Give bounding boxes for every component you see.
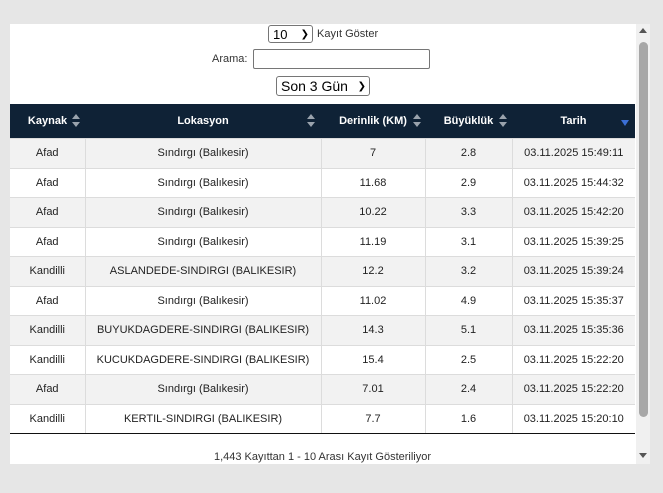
search-control: Arama: bbox=[212, 49, 431, 69]
cell-kaynak: Afad bbox=[10, 374, 85, 404]
table-row: Afad Sındırgı (Balıkesir) 11.19 3.1 03.1… bbox=[10, 226, 635, 257]
cell-kaynak: Kandilli bbox=[10, 344, 85, 375]
search-input[interactable] bbox=[253, 49, 431, 69]
cell-derinlik: 15.4 bbox=[320, 344, 425, 375]
cell-tarih: 03.11.2025 15:49:11 bbox=[511, 138, 635, 168]
sort-icon bbox=[499, 114, 507, 128]
cell-kaynak: Afad bbox=[10, 197, 85, 227]
cell-derinlik: 11.02 bbox=[320, 285, 425, 316]
cell-derinlik: 7 bbox=[320, 138, 425, 168]
page-length-label: Kayıt Göster bbox=[317, 28, 379, 40]
table-controls: 10 ❯ Kayıt Göster Arama: Son 3 Gün ❯ bbox=[10, 24, 635, 104]
period-select[interactable]: Son 3 Gün ❯ bbox=[276, 76, 370, 96]
cell-derinlik: 7.01 bbox=[320, 374, 425, 404]
cell-lokasyon: KERTIL-SINDIRGI (BALIKESIR) bbox=[84, 403, 321, 434]
cell-lokasyon: Sındırgı (Balıkesir) bbox=[84, 197, 321, 227]
table-row: Kandilli ASLANDEDE-SINDIRGI (BALIKESIR) … bbox=[10, 256, 635, 286]
cell-tarih: 03.11.2025 15:35:37 bbox=[511, 285, 635, 316]
table-row: Afad Sındırgı (Balıkesir) 7.01 2.4 03.11… bbox=[10, 374, 635, 404]
vertical-scrollbar[interactable] bbox=[636, 24, 650, 464]
cell-kaynak: Afad bbox=[10, 226, 85, 257]
table-row: Afad Sındırgı (Balıkesir) 7 2.8 03.11.20… bbox=[10, 138, 635, 168]
chevron-down-icon: ❯ bbox=[357, 80, 366, 92]
cell-buyukluk: 5.1 bbox=[424, 315, 512, 345]
chevron-down-icon: ❯ bbox=[300, 28, 309, 40]
header-label: Lokasyon bbox=[177, 115, 229, 127]
cell-derinlik: 10.22 bbox=[320, 197, 425, 227]
scrollbar-thumb[interactable] bbox=[639, 42, 648, 417]
cell-lokasyon: ASLANDEDE-SINDIRGI (BALIKESIR) bbox=[84, 256, 321, 286]
cell-buyukluk: 2.4 bbox=[424, 374, 512, 404]
cell-lokasyon: Sındırgı (Balıkesir) bbox=[84, 138, 321, 168]
cell-derinlik: 12.2 bbox=[320, 256, 425, 286]
scroll-down-icon[interactable] bbox=[639, 453, 647, 458]
page-length-select[interactable]: 10 ❯ bbox=[268, 25, 313, 43]
cell-kaynak: Kandilli bbox=[10, 403, 85, 434]
cell-buyukluk: 2.8 bbox=[424, 138, 512, 168]
cell-kaynak: Kandilli bbox=[10, 256, 85, 286]
sort-icon bbox=[413, 114, 421, 128]
column-header-tarih[interactable]: Tarih bbox=[512, 104, 635, 139]
cell-kaynak: Afad bbox=[10, 167, 85, 198]
header-label: Kaynak bbox=[27, 115, 68, 127]
cell-derinlik: 11.68 bbox=[320, 167, 425, 198]
cell-tarih: 03.11.2025 15:39:25 bbox=[511, 226, 635, 257]
sort-icon bbox=[307, 114, 315, 128]
earthquake-table: Kaynak Lokasyon Derinlik (KM) Büyüklük T… bbox=[10, 104, 635, 434]
column-header-kaynak[interactable]: Kaynak bbox=[10, 104, 85, 139]
cell-lokasyon: Sındırgı (Balıkesir) bbox=[84, 285, 321, 316]
table-info: 1,443 Kayıttan 1 - 10 Arası Kayıt Göster… bbox=[213, 451, 432, 463]
cell-tarih: 03.11.2025 15:20:10 bbox=[511, 403, 635, 434]
table-row: Kandilli KUCUKDAGDERE-SINDIRGI (BALIKESI… bbox=[10, 344, 635, 375]
column-header-derinlik[interactable]: Derinlik (KM) bbox=[321, 104, 425, 139]
period-value: Son 3 Gün bbox=[281, 78, 348, 94]
cell-derinlik: 14.3 bbox=[320, 315, 425, 345]
period-control: Son 3 Gün ❯ bbox=[276, 76, 370, 96]
cell-buyukluk: 2.9 bbox=[424, 167, 512, 198]
earthquake-table-widget: 10 ❯ Kayıt Göster Arama: Son 3 Gün ❯ Kay… bbox=[10, 24, 650, 464]
table-row: Kandilli KERTIL-SINDIRGI (BALIKESIR) 7.7… bbox=[10, 403, 635, 434]
sort-desc-icon bbox=[621, 120, 629, 126]
cell-buyukluk: 3.1 bbox=[424, 226, 512, 257]
cell-tarih: 03.11.2025 15:42:20 bbox=[511, 197, 635, 227]
page-length-value: 10 bbox=[273, 26, 288, 42]
cell-lokasyon: BUYUKDAGDERE-SINDIRGI (BALIKESIR) bbox=[84, 315, 321, 345]
cell-tarih: 03.11.2025 15:39:24 bbox=[511, 256, 635, 286]
column-header-buyukluk[interactable]: Büyüklük bbox=[425, 104, 512, 139]
cell-lokasyon: Sındırgı (Balıkesir) bbox=[84, 374, 321, 404]
cell-tarih: 03.11.2025 15:35:36 bbox=[511, 315, 635, 345]
cell-tarih: 03.11.2025 15:22:20 bbox=[511, 344, 635, 375]
cell-kaynak: Kandilli bbox=[10, 315, 85, 345]
cell-tarih: 03.11.2025 15:22:20 bbox=[511, 374, 635, 404]
cell-kaynak: Afad bbox=[10, 138, 85, 168]
cell-derinlik: 7.7 bbox=[320, 403, 425, 434]
cell-buyukluk: 4.9 bbox=[424, 285, 512, 316]
scroll-up-icon[interactable] bbox=[639, 28, 647, 33]
cell-lokasyon: Sındırgı (Balıkesir) bbox=[84, 226, 321, 257]
cell-buyukluk: 3.2 bbox=[424, 256, 512, 286]
cell-lokasyon: Sındırgı (Balıkesir) bbox=[84, 167, 321, 198]
header-label: Büyüklük bbox=[443, 115, 494, 127]
table-row: Kandilli BUYUKDAGDERE-SINDIRGI (BALIKESI… bbox=[10, 315, 635, 345]
cell-buyukluk: 2.5 bbox=[424, 344, 512, 375]
sort-icon bbox=[72, 114, 80, 128]
cell-lokasyon: KUCUKDAGDERE-SINDIRGI (BALIKESIR) bbox=[84, 344, 321, 375]
cell-kaynak: Afad bbox=[10, 285, 85, 316]
search-label: Arama: bbox=[212, 53, 248, 65]
cell-buyukluk: 1.6 bbox=[424, 403, 512, 434]
table-header-row: Kaynak Lokasyon Derinlik (KM) Büyüklük T… bbox=[10, 104, 635, 139]
table-row: Afad Sındırgı (Balıkesir) 10.22 3.3 03.1… bbox=[10, 197, 635, 227]
page-length-control: 10 ❯ Kayıt Göster bbox=[268, 25, 378, 43]
header-label: Derinlik (KM) bbox=[339, 115, 407, 127]
cell-tarih: 03.11.2025 15:44:32 bbox=[511, 167, 635, 198]
table-row: Afad Sındırgı (Balıkesir) 11.68 2.9 03.1… bbox=[10, 167, 635, 198]
header-label: Tarih bbox=[560, 115, 587, 127]
cell-derinlik: 11.19 bbox=[320, 226, 425, 257]
column-header-lokasyon[interactable]: Lokasyon bbox=[85, 104, 321, 139]
cell-buyukluk: 3.3 bbox=[424, 197, 512, 227]
table-row: Afad Sındırgı (Balıkesir) 11.02 4.9 03.1… bbox=[10, 285, 635, 316]
